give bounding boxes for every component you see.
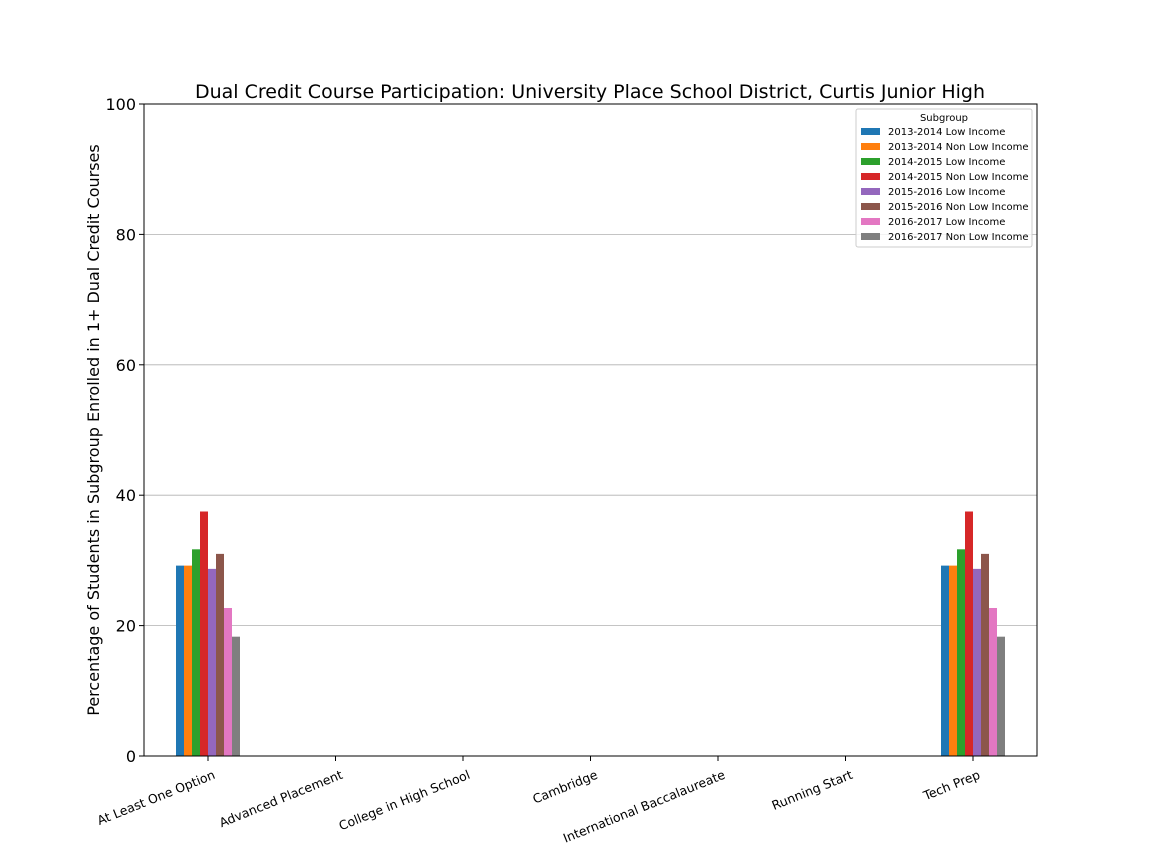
- bar: [997, 636, 1005, 756]
- x-tick-label: Running Start: [770, 767, 855, 813]
- bar: [989, 607, 997, 756]
- y-tick-label: 80: [116, 225, 136, 244]
- bar: [184, 565, 192, 756]
- legend-swatch: [861, 128, 880, 135]
- bar: [192, 549, 200, 756]
- bar: [200, 511, 208, 756]
- y-tick-label: 0: [126, 747, 136, 766]
- y-axis-label: Percentage of Students in Subgroup Enrol…: [84, 144, 103, 715]
- y-tick-label: 100: [105, 95, 136, 114]
- x-tick-label: At Least One Option: [95, 767, 217, 828]
- legend-title: Subgroup: [920, 113, 968, 124]
- legend-entry: 2013-2014 Low Income: [888, 127, 1005, 138]
- legend-entry: 2015-2016 Non Low Income: [888, 202, 1028, 213]
- y-tick-label: 20: [116, 617, 136, 636]
- bar: [216, 553, 224, 756]
- legend-entry: 2016-2017 Low Income: [888, 217, 1005, 228]
- x-tick-label: Advanced Placement: [217, 767, 345, 830]
- legend-entry: 2014-2015 Non Low Income: [888, 172, 1028, 183]
- legend-entry: 2015-2016 Low Income: [888, 187, 1005, 198]
- gridlines: [144, 233, 1037, 626]
- legend-entry: 2016-2017 Non Low Income: [888, 232, 1028, 243]
- x-tick-label: Tech Prep: [920, 767, 982, 804]
- legend-entry: 2014-2015 Low Income: [888, 157, 1005, 168]
- x-axis-ticks: At Least One Option Advanced PlacementCol…: [95, 756, 982, 846]
- bar: [176, 565, 184, 756]
- legend-entry: 2013-2014 Non Low Income: [888, 142, 1028, 153]
- y-tick-label: 60: [116, 356, 136, 375]
- bar: [941, 565, 949, 756]
- y-axis-ticks: 0 20 40 60 80 100: [105, 95, 144, 766]
- bar: [224, 607, 232, 756]
- bars: [176, 511, 1005, 756]
- legend-swatch: [861, 233, 880, 240]
- bar: [232, 636, 240, 756]
- legend-box: [855, 108, 1033, 248]
- legend-swatch: [861, 143, 880, 150]
- x-tick-label: Cambridge: [530, 767, 600, 807]
- y-tick-label: 40: [116, 486, 136, 505]
- legend-swatch: [861, 188, 880, 195]
- legend-swatch: [861, 203, 880, 210]
- bar: [973, 568, 981, 756]
- legend-swatch: [861, 173, 880, 180]
- legend: Subgroup 2013-2014 Low Income 2013-2014 No…: [855, 108, 1033, 248]
- bar: [965, 511, 973, 756]
- bar: [949, 565, 957, 756]
- x-tick-label: College in High School: [337, 767, 473, 833]
- bar: [981, 553, 989, 756]
- legend-swatch: [861, 158, 880, 165]
- bar: [957, 549, 965, 756]
- bar: [208, 568, 216, 756]
- legend-swatch: [861, 218, 880, 225]
- chart-title: Dual Credit Course Participation: Univer…: [195, 81, 985, 103]
